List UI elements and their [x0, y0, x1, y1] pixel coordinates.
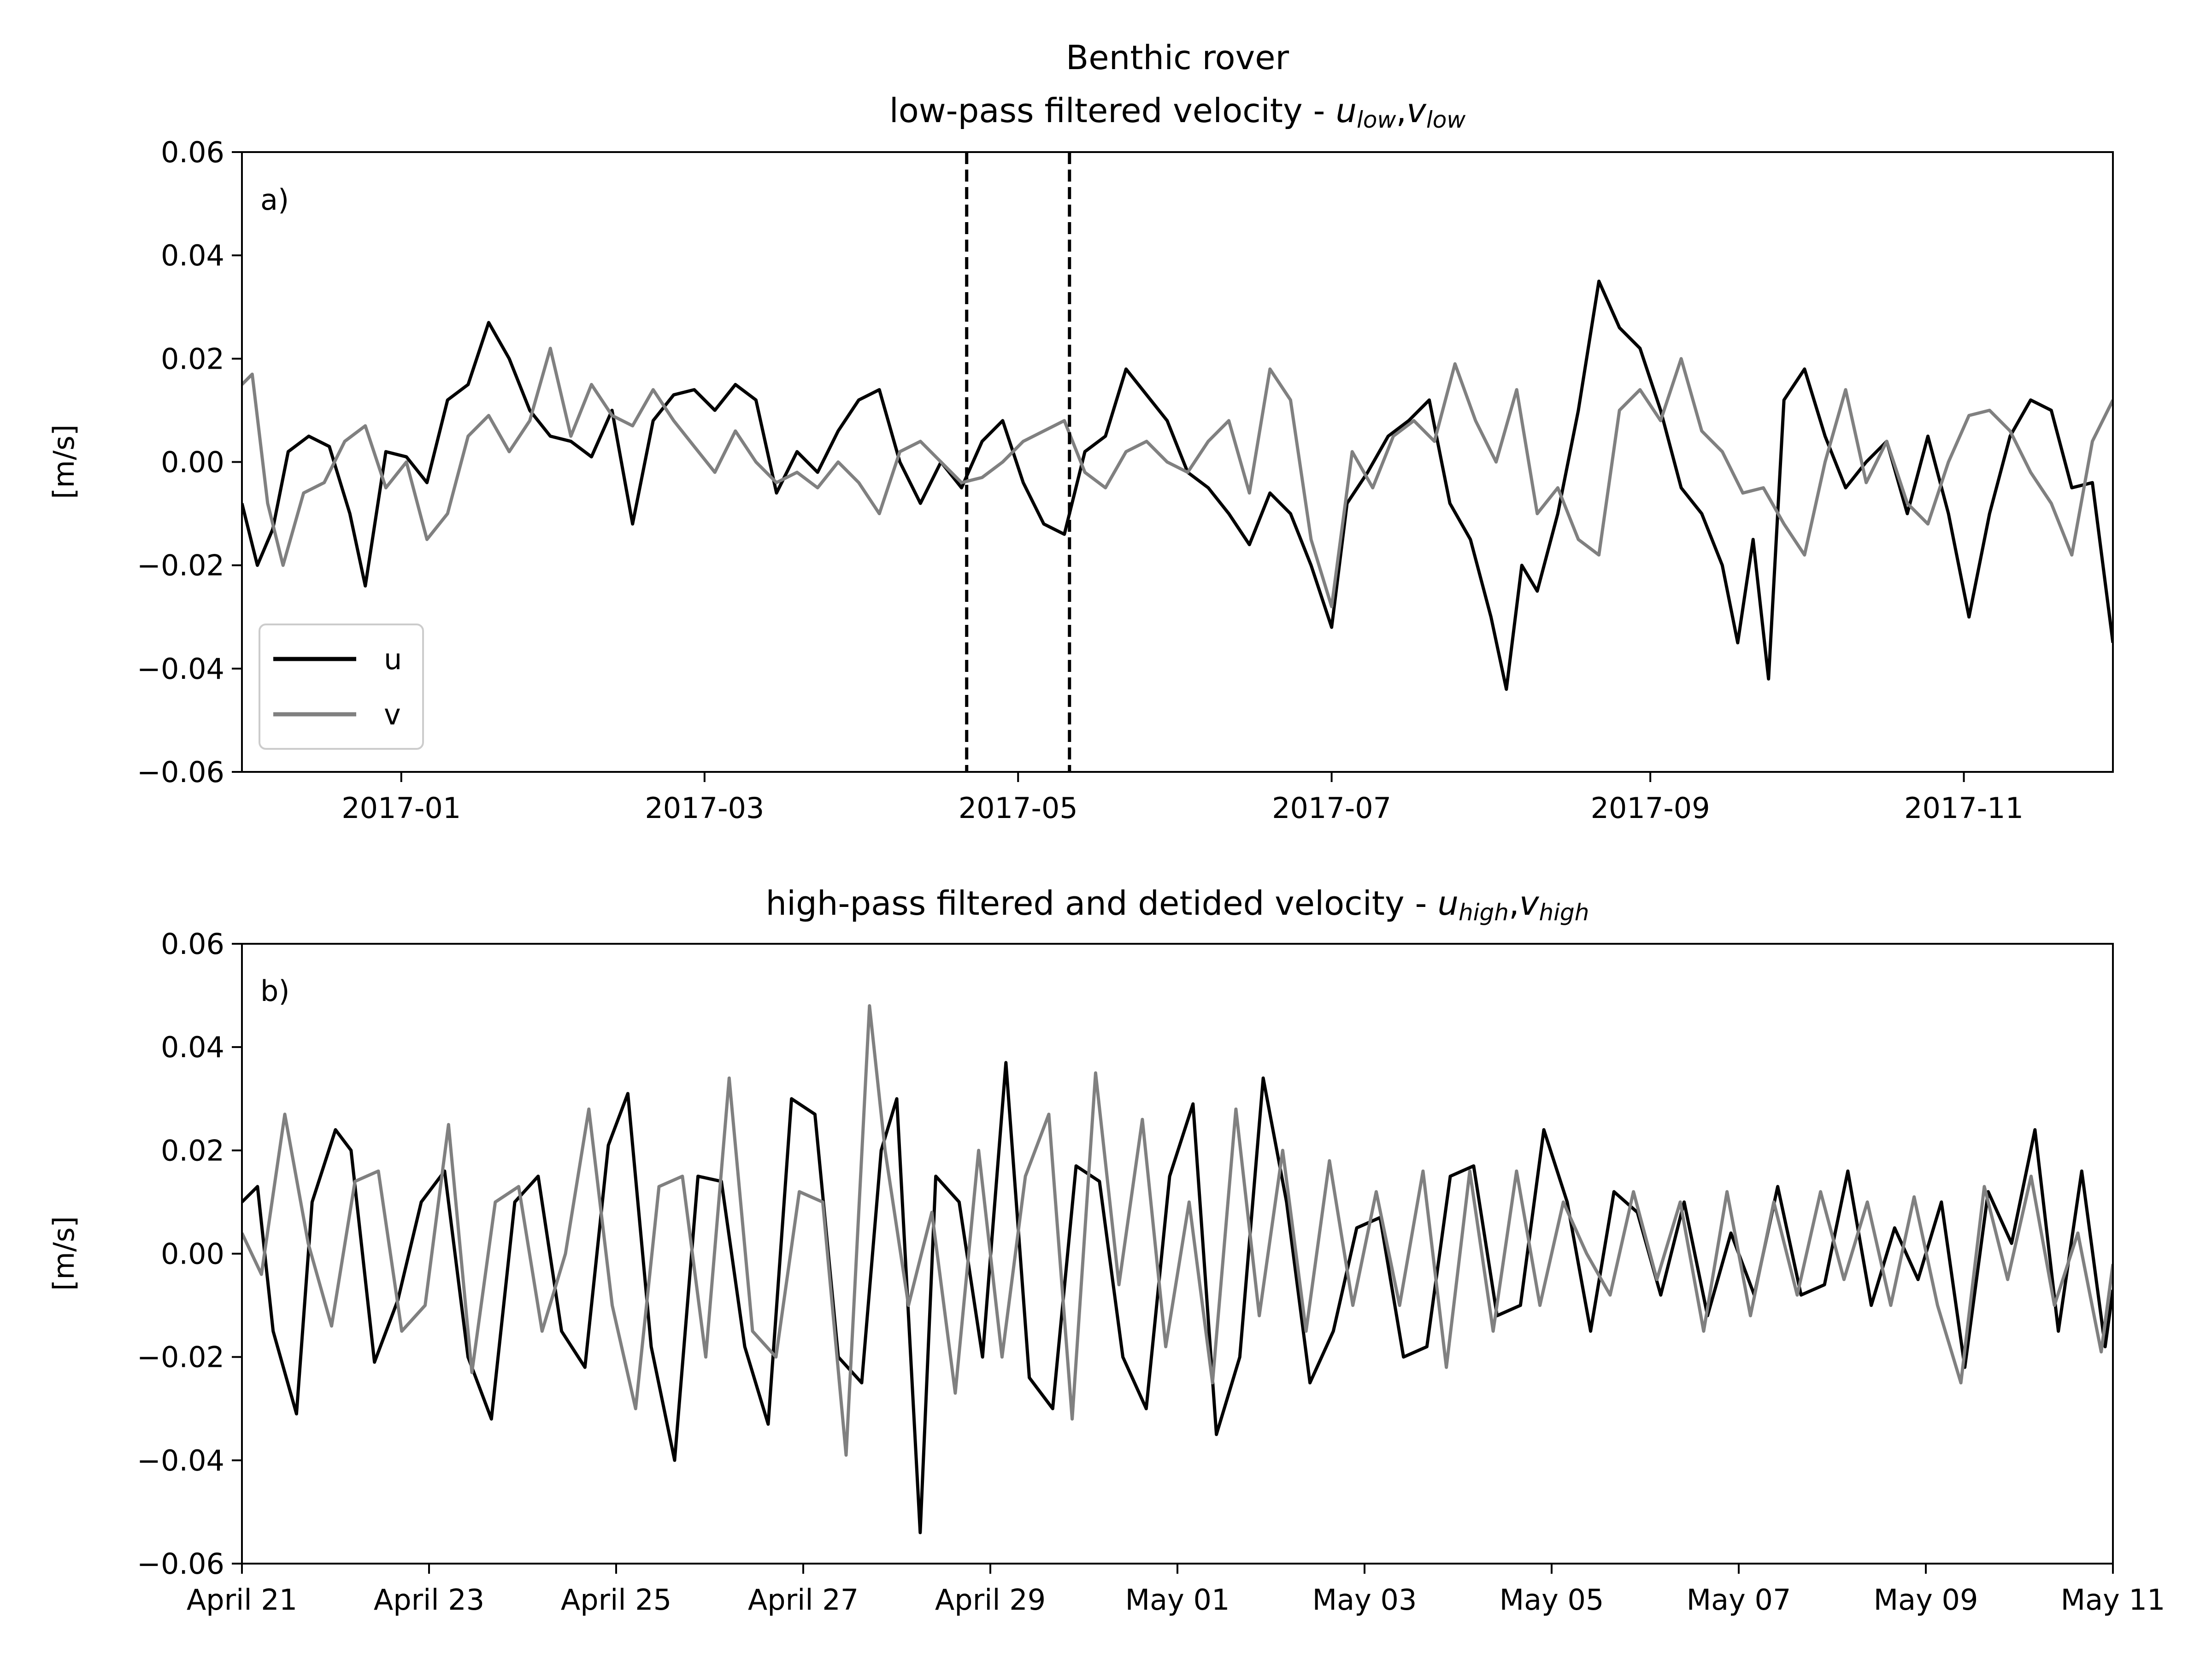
figure-suptitle: Benthic rover	[1066, 38, 1289, 77]
panel-b-title-v-sub: high	[1539, 899, 1589, 926]
panel-b-label: b)	[260, 974, 290, 1008]
panel-a-legend: u v	[259, 624, 424, 750]
panel-a-ytick-label: 0.00	[161, 446, 224, 479]
panel-b-xtick-label: May 09	[1874, 1583, 1978, 1617]
panel-b-xtick-label: May 11	[2061, 1583, 2165, 1617]
panel-b-xtick-label: May 01	[1125, 1583, 1230, 1617]
panel-a-xtick-label: 2017-03	[645, 791, 764, 825]
panel-a-xtick-label: 2017-01	[341, 791, 461, 825]
panel-b-ytick-label: −0.04	[137, 1444, 224, 1477]
panel-a-title-u: u	[1335, 91, 1357, 130]
panel-a-ticks: 0.06 0.04 0.02 0.00 −0.02 −0.04 −0.06 2017-01 20…	[137, 135, 2024, 825]
panel-b-title-u-sub: high	[1459, 899, 1509, 926]
panel-b-xtick-label: April 25	[561, 1583, 671, 1617]
panel-b-xtick-label: May 05	[1500, 1583, 1604, 1617]
panel-b-title-sep: ,	[1509, 884, 1519, 923]
panel-a-title-sep: ,	[1396, 91, 1406, 130]
panel-a-xtick-label: 2017-09	[1591, 791, 1710, 825]
panel-a-title: low-pass filtered velocity - ulow,vlow	[889, 91, 1466, 133]
panel-a-title-v-sub: low	[1426, 106, 1465, 133]
legend-label-v: v	[384, 698, 401, 731]
panel-a-title-main: low-pass filtered velocity -	[889, 91, 1336, 130]
panel-a-ytick-label: 0.06	[161, 135, 224, 169]
panel-a-ylabel: [m/s]	[47, 424, 81, 499]
panel-b-title-main: high-pass filtered and detided velocity …	[766, 884, 1438, 923]
panel-b-ylabel: [m/s]	[47, 1216, 81, 1291]
panel-a-plot-area	[242, 152, 2113, 772]
panel-b-series-u-line	[242, 1061, 2113, 1535]
legend-label-u: u	[384, 642, 402, 676]
panel-a-xtick-label: 2017-05	[959, 791, 1078, 825]
panel-a-series-v-line	[242, 347, 2113, 608]
panel-b-title-v: v	[1519, 884, 1540, 923]
panel-a-ytick-label: −0.02	[137, 549, 224, 582]
panel-b-xtick-label: April 27	[748, 1583, 859, 1617]
panel-b-xtick-label: April 23	[374, 1583, 484, 1617]
panel-a-xtick-label: 2017-07	[1272, 791, 1391, 825]
panel-b-xtick-label: April 21	[187, 1583, 297, 1617]
panel-b-ytick-label: 0.04	[161, 1030, 224, 1064]
panel-a-title-u-sub: low	[1357, 106, 1396, 133]
panel-b-frame	[241, 943, 2114, 1565]
panel-a-frame	[241, 151, 2114, 773]
panel-a: 0.06 0.04 0.02 0.00 −0.02 −0.04 −0.06 2017-01 20…	[47, 135, 2114, 825]
panel-b-title: high-pass filtered and detided velocity …	[766, 884, 1589, 926]
panel-b-ytick-label: 0.02	[161, 1134, 224, 1167]
panel-a-title-v: v	[1406, 91, 1427, 130]
panel-a-ytick-label: 0.02	[161, 342, 224, 376]
panel-b-plot-area	[242, 1004, 2113, 1535]
panel-b-xtick-label: April 29	[935, 1583, 1046, 1617]
panel-a-ytick-label: −0.06	[137, 755, 224, 789]
panel-b-xtick-label: May 07	[1687, 1583, 1791, 1617]
panel-a-label: a)	[260, 183, 289, 217]
panel-b-ytick-label: −0.06	[137, 1547, 224, 1581]
legend-frame	[259, 624, 424, 750]
panel-a-xtick-label: 2017-11	[1904, 791, 2024, 825]
panel-b-ytick-label: −0.02	[137, 1341, 224, 1374]
panel-a-ytick-label: −0.04	[137, 652, 224, 686]
panel-b-series-v-line	[242, 1004, 2113, 1457]
panel-b-title-u: u	[1437, 884, 1459, 923]
panel-b-ytick-label: 0.00	[161, 1237, 224, 1271]
panel-b-ytick-label: 0.06	[161, 927, 224, 961]
panel-b-xtick-label: May 03	[1312, 1583, 1417, 1617]
panel-a-ytick-label: 0.04	[161, 239, 224, 272]
